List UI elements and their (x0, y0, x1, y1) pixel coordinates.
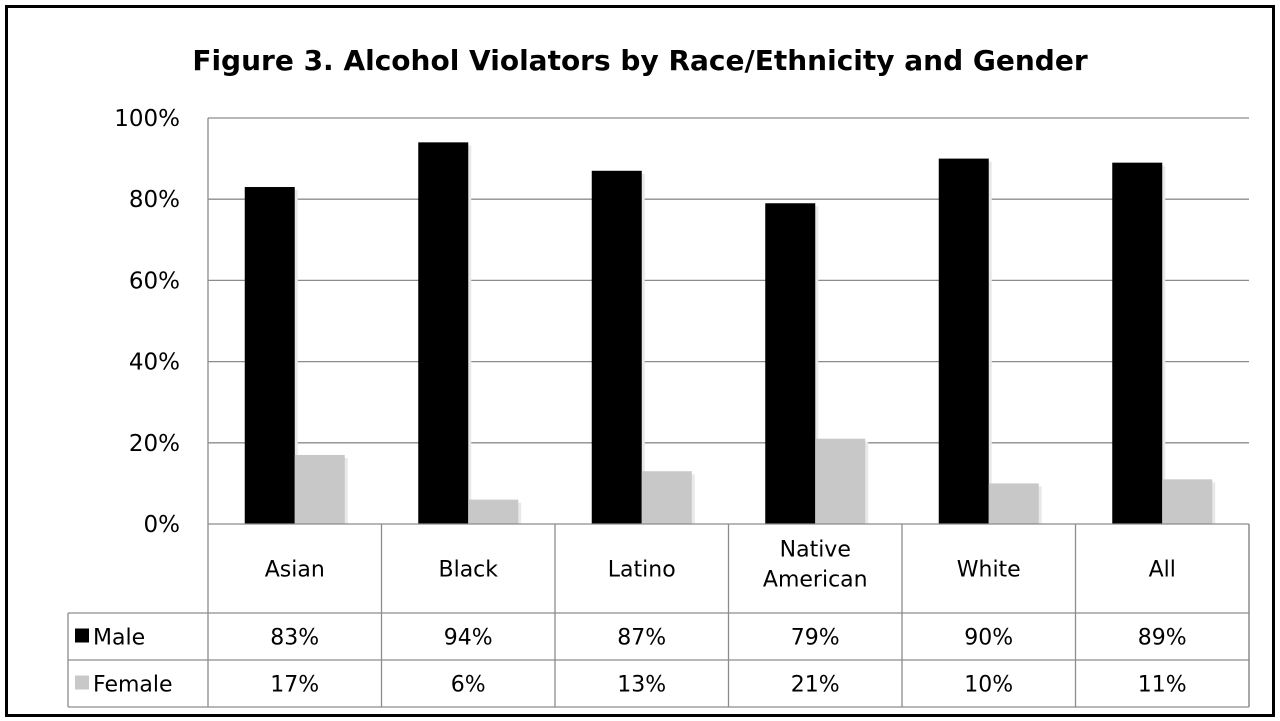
y-tick-label: 60% (129, 268, 180, 294)
bar-male (418, 142, 469, 525)
chart-title: Figure 3. Alcohol Violators by Race/Ethn… (192, 44, 1088, 77)
bars (244, 142, 1216, 525)
bar-male (591, 170, 642, 524)
category-label: Asian (265, 558, 325, 583)
bar-female (468, 499, 519, 524)
legend-key-male (75, 628, 89, 643)
data-label: 21% (791, 673, 840, 698)
bar-male (938, 158, 989, 524)
legend-label-female: Female (93, 673, 173, 698)
y-tick-label: 40% (129, 350, 180, 376)
bar-male (765, 203, 816, 524)
data-label: 11% (1138, 673, 1187, 698)
category-label: White (957, 558, 1021, 583)
y-tick-label: 100% (114, 106, 180, 132)
data-label: 6% (451, 673, 486, 698)
data-label: 87% (617, 626, 666, 651)
legend-key-female (75, 675, 89, 690)
data-label: 94% (444, 626, 493, 651)
bar-male (244, 187, 295, 524)
y-axis-ticks: 0% 20% 40% 60% 80% 100% (114, 106, 180, 538)
legend-label-male: Male (93, 626, 145, 651)
data-label: 10% (964, 673, 1013, 698)
gridlines (207, 117, 1249, 524)
data-table: Asian Black Latino Native American White All Ma… (67, 523, 1250, 708)
category-label: All (1149, 558, 1176, 583)
category-label: Native American (763, 538, 868, 593)
bar-female (641, 471, 692, 524)
category-label: Latino (608, 558, 676, 583)
data-label: 17% (270, 673, 319, 698)
bar-female (1162, 479, 1213, 524)
category-label: Black (438, 558, 498, 583)
data-label: 13% (617, 673, 666, 698)
data-label: 79% (791, 626, 840, 651)
y-tick-label: 0% (144, 512, 181, 538)
bar-female (815, 438, 866, 524)
y-tick-label: 80% (129, 187, 180, 213)
bar-chart: Figure 3. Alcohol Violators by Race/Ethn… (67, 44, 1250, 708)
bar-male (1112, 162, 1163, 524)
bar-female (988, 483, 1039, 524)
data-label: 83% (270, 626, 319, 651)
chart-frame: Figure 3. Alcohol Violators by Race/Ethn… (5, 5, 1275, 717)
data-label: 89% (1138, 626, 1187, 651)
data-label: 90% (964, 626, 1013, 651)
y-tick-label: 20% (129, 431, 180, 457)
bar-female (294, 454, 345, 524)
